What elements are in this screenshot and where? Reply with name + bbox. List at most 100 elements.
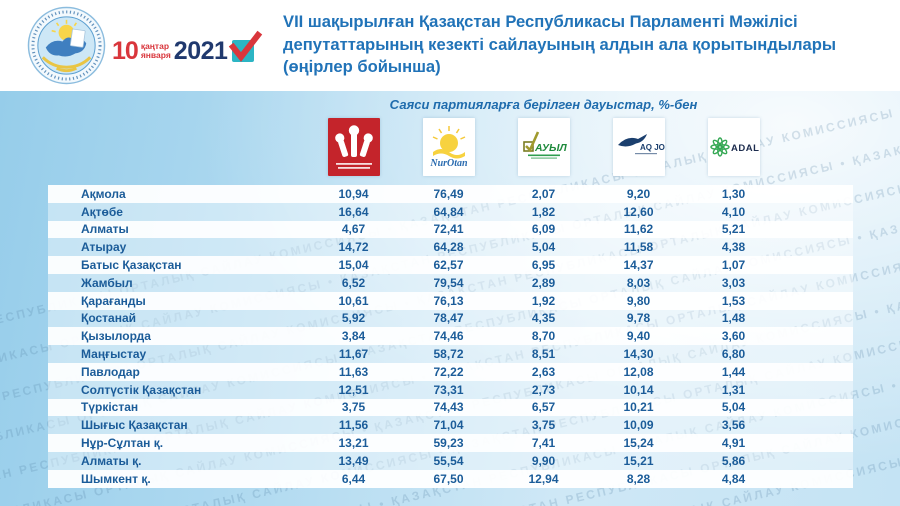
region-name: Солтүстік Қазақстан: [81, 382, 202, 397]
date-year: 2021: [173, 36, 228, 65]
vote-percent-value: 10,21: [623, 400, 654, 415]
vote-percent-value: 6,52: [341, 275, 366, 290]
vote-percent-value: 11,62: [623, 222, 654, 237]
vote-percent-value: 11,63: [338, 364, 369, 379]
vote-percent-value: 1,48: [721, 311, 746, 326]
vote-percent-value: 2,63: [531, 364, 556, 379]
title-line-1: VII шақырылған Қазақстан Республикасы Па…: [283, 12, 798, 31]
vote-percent-value: 76,49: [433, 186, 464, 201]
party-column-1: [306, 118, 401, 176]
table-row: Ақтөбе 16,64 64,84 1,82 12,60 4,10: [48, 202, 853, 221]
adal-party-logo-icon: ADAL: [707, 118, 760, 176]
vote-percent-value: 12,60: [623, 204, 654, 219]
vote-percent-value: 2,89: [531, 275, 556, 290]
vote-percent-value: 3,60: [721, 329, 746, 344]
vote-percent-value: 9,20: [626, 186, 651, 201]
vote-percent-value: 78,47: [433, 311, 464, 326]
vote-percent-value: 3,84: [341, 329, 366, 344]
vote-percent-value: 8,51: [531, 347, 556, 362]
vote-percent-value: 2,73: [531, 382, 556, 397]
table-row: Павлодар 11,63 72,22 2,63 12,08 1,44: [48, 362, 853, 381]
region-name: Түркістан: [81, 400, 139, 415]
party-column-3: АУЫЛ: [496, 118, 591, 176]
header: 10 қаңтар января 2021 VII шақырылған Қаз…: [0, 0, 900, 91]
vote-percent-value: 14,37: [623, 258, 654, 273]
vote-percent-value: 4,84: [721, 471, 746, 486]
results-table-body: Ақмола 10,94 76,49 2,07 9,20 1,30 Ақтөбе 16,64 6…: [48, 185, 853, 488]
region-name: Павлодар: [81, 364, 140, 379]
vote-percent-value: 5,21: [721, 222, 746, 237]
vote-percent-value: 74,46: [433, 329, 464, 344]
vote-percent-value: 10,61: [338, 293, 369, 308]
region-name: Шымкент қ.: [81, 471, 151, 486]
vote-percent-value: 9,40: [626, 329, 651, 344]
vote-percent-value: 1,31: [721, 382, 746, 397]
cec-seal-icon: [27, 6, 106, 85]
table-row: Атырау 14,72 64,28 5,04 11,58 4,38: [48, 238, 853, 257]
table-row: Жамбыл 6,52 79,54 2,89 8,03 3,03: [48, 273, 853, 292]
vote-percent-value: 11,58: [623, 240, 654, 255]
vote-percent-value: 72,41: [433, 222, 464, 237]
vote-percent-value: 55,54: [433, 453, 464, 468]
vote-percent-value: 1,82: [531, 204, 556, 219]
table-row: Маңғыстау 11,67 58,72 8,51 14,30 6,80: [48, 345, 853, 363]
vote-percent-value: 3,75: [531, 418, 556, 433]
vote-percent-value: 4,35: [531, 311, 556, 326]
nur-otan-sun-logo-icon: NurOtan: [422, 118, 475, 176]
date-months: қаңтар января: [141, 42, 171, 60]
vote-percent-value: 11,67: [338, 347, 369, 362]
vote-percent-value: 11,56: [338, 418, 369, 433]
vote-percent-value: 74,43: [433, 400, 464, 415]
vote-percent-value: 4,38: [721, 240, 746, 255]
region-name: Ақмола: [81, 186, 126, 201]
aq-jol-bird-logo-icon: AQ JOL: [612, 118, 665, 176]
vote-percent-value: 14,72: [338, 240, 369, 255]
vote-percent-value: 5,86: [721, 453, 746, 468]
vote-percent-value: 64,84: [433, 204, 464, 219]
vote-percent-value: 3,56: [721, 418, 746, 433]
vote-percent-value: 4,67: [341, 222, 366, 237]
vote-percent-value: 1,44: [721, 364, 746, 379]
vote-percent-value: 7,41: [531, 436, 556, 451]
vote-percent-value: 76,13: [433, 293, 464, 308]
vote-percent-value: 4,10: [721, 204, 746, 219]
vote-percent-value: 3,03: [721, 275, 746, 290]
vote-percent-value: 5,04: [721, 400, 746, 415]
date-day: 10: [112, 36, 139, 65]
auyl-label: АУЫЛ: [534, 142, 568, 154]
nur-otan-label: NurOtan: [429, 158, 468, 169]
logos-left-spacer: [48, 118, 306, 176]
table-row: Шығыс Қазақстан 11,56 71,04 3,75 10,09 3,56: [48, 416, 853, 435]
title-line-2: депутаттарының кезекті сайлауының алдын …: [283, 34, 837, 54]
vote-percent-value: 13,49: [338, 453, 369, 468]
region-name: Қостанай: [81, 311, 137, 326]
region-name: Жамбыл: [81, 275, 133, 290]
vote-percent-value: 13,21: [338, 436, 369, 451]
results-panel: ҚАЗАҚСТАН РЕСПУБЛИКАСЫ ОРТАЛЫҚ САЙЛАУ КО…: [0, 91, 900, 506]
vote-percent-value: 59,23: [433, 436, 464, 451]
vote-percent-value: 73,31: [433, 382, 464, 397]
vote-percent-value: 6,80: [721, 347, 746, 362]
vote-percent-value: 79,54: [433, 275, 464, 290]
aq-jol-label: AQ JOL: [640, 143, 665, 152]
vote-percent-value: 10,14: [623, 382, 654, 397]
vote-percent-value: 64,28: [433, 240, 464, 255]
table-row: Қостанай 5,92 78,47 4,35 9,78 1,48: [48, 309, 853, 328]
party-column-5: ADAL: [686, 118, 781, 176]
region-name: Батыс Қазақстан: [81, 258, 182, 273]
vote-percent-value: 1,07: [721, 258, 746, 273]
date-month-ru: января: [140, 50, 171, 60]
vote-percent-value: 14,30: [623, 347, 654, 362]
vote-percent-value: 10,09: [623, 418, 654, 433]
vote-percent-value: 5,04: [531, 240, 556, 255]
region-name: Нұр-Сұлтан қ.: [81, 436, 164, 451]
table-row: Шымкент қ. 6,44 67,50 12,94 8,28 4,84: [48, 469, 853, 488]
adal-label: ADAL: [731, 143, 759, 154]
table-row: Алматы қ. 13,49 55,54 9,90 15,21 5,86: [48, 451, 853, 470]
party-column-2: NurOtan: [401, 118, 496, 176]
vote-percent-value: 72,22: [433, 364, 464, 379]
table-row: Алматы 4,67 72,41 6,09 11,62 5,21: [48, 220, 853, 239]
vote-percent-value: 15,24: [623, 436, 654, 451]
vote-percent-value: 71,04: [433, 418, 464, 433]
vote-percent-value: 8,03: [626, 275, 651, 290]
